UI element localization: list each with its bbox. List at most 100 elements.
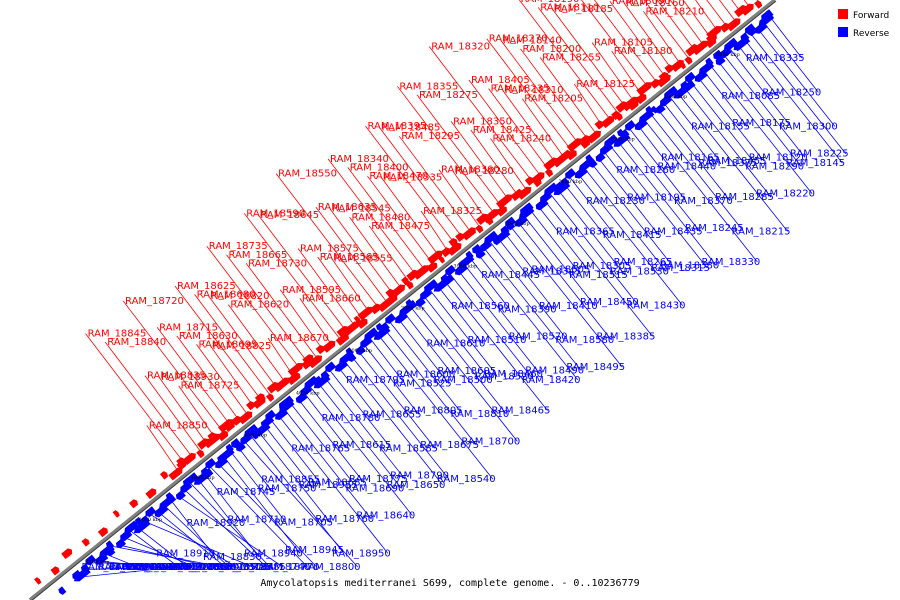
- reverse-connector-line: [678, 93, 788, 232]
- reverse-connector-line: [658, 110, 731, 202]
- legend-forward-label: Forward: [853, 11, 889, 21]
- forward-gene-label: RAM_18140: [503, 35, 562, 46]
- forward-gene-feature: [223, 421, 235, 432]
- reverse-connector-line: [458, 271, 541, 375]
- forward-gene-feature: [664, 64, 674, 74]
- forward-connector-line: [609, 0, 667, 79]
- forward-connector-line: [365, 125, 458, 248]
- forward-connector-line: [416, 94, 505, 210]
- forward-gene-feature: [307, 355, 323, 369]
- reverse-gene-feature: [480, 239, 493, 252]
- forward-connector-line: [226, 254, 309, 364]
- reverse-gene-feature: [613, 132, 631, 147]
- reverse-connector-line: [438, 287, 483, 344]
- reverse-gene-label: RAM_18450: [580, 297, 639, 308]
- reverse-gene-label: RAM_18710: [228, 514, 287, 525]
- reverse-connector-line: [343, 359, 443, 486]
- forward-connector-line: [682, 0, 714, 42]
- reverse-gene-feature: [424, 283, 434, 293]
- reverse-gene-feature: [182, 477, 192, 487]
- forward-gene-label: RAM_18850: [149, 420, 208, 431]
- reverse-gene-label: RAM_18265: [614, 257, 673, 268]
- forward-gene-feature: [650, 78, 660, 89]
- reverse-gene-feature: [251, 431, 259, 440]
- reverse-connector-line: [383, 327, 477, 446]
- forward-gene-label: RAM_18090: [612, 0, 671, 7]
- forward-gene-feature: [244, 411, 253, 420]
- forward-gene-label: RAM_18400: [350, 162, 409, 173]
- forward-gene-label: RAM_18845: [88, 329, 147, 340]
- reverse-connector-line: [263, 424, 315, 489]
- reverse-connector-line: [723, 54, 806, 158]
- forward-connector-line: [275, 173, 379, 308]
- forward-connector-line: [397, 86, 495, 214]
- forward-gene-feature: [61, 548, 73, 560]
- reverse-gene-feature: [458, 260, 467, 269]
- forward-connector-line: [245, 263, 319, 360]
- forward-connector-line: [521, 98, 565, 158]
- forward-gene-feature: [594, 121, 602, 130]
- forward-connector-line: [573, 83, 602, 124]
- reverse-gene-label: RAM_18640: [356, 511, 415, 522]
- reverse-connector-line: [488, 239, 566, 337]
- reverse-connector-line: [747, 30, 847, 154]
- reverse-gene-label: RAM_18995: [169, 562, 228, 573]
- forward-gene-feature: [586, 130, 601, 144]
- scale-tick-label: 3940 kbp: [506, 221, 530, 227]
- reverse-connector-line: [218, 464, 317, 568]
- forward-connector-line: [643, 0, 691, 60]
- forward-gene-label: RAM_18720: [125, 296, 184, 307]
- genome-backbone-edge: [31, 0, 777, 600]
- forward-gene-feature: [112, 510, 120, 518]
- forward-gene-feature: [246, 401, 255, 411]
- forward-gene-label: RAM_18620: [230, 300, 289, 311]
- reverse-gene-label: RAM_18435: [644, 227, 703, 238]
- scale-tick-label: 4100 kbp: [86, 560, 110, 566]
- reverse-gene-label: RAM_18290: [745, 162, 804, 173]
- forward-gene-feature: [417, 266, 428, 276]
- reverse-gene-label: RAM_18765: [291, 444, 350, 455]
- reverse-gene-label: RAM_18385: [596, 331, 655, 342]
- forward-connector-line: [706, 0, 727, 27]
- reverse-connector-line: [603, 150, 643, 202]
- forward-gene-feature: [160, 471, 169, 480]
- reverse-gene-label: RAM_18690: [346, 483, 405, 494]
- forward-connector-line: [122, 300, 226, 435]
- forward-gene-feature: [691, 40, 709, 56]
- reverse-gene-label: RAM_18740: [251, 562, 310, 573]
- forward-gene-feature: [678, 61, 686, 70]
- forward-gene-feature: [455, 232, 465, 242]
- reverse-gene-label: RAM_18875: [132, 562, 191, 573]
- reverse-connector-line: [298, 399, 365, 483]
- reverse-connector-line: [503, 231, 538, 276]
- forward-connector-line: [500, 40, 578, 143]
- reverse-gene-label: RAM_18335: [746, 53, 805, 64]
- forward-gene-feature: [566, 138, 583, 152]
- reverse-connector-line: [238, 448, 273, 493]
- reverse-connector-line: [128, 529, 179, 568]
- forward-connector-line: [178, 385, 216, 439]
- forward-gene-label: RAM_18325: [423, 206, 482, 217]
- reverse-gene-label: RAM_18775: [349, 474, 408, 485]
- reverse-connector-line: [303, 392, 348, 449]
- scale-tick-label: 4000 kbp: [348, 348, 372, 354]
- reverse-connector-line: [163, 504, 230, 568]
- scale-tick-label: 3920 kbp: [558, 179, 582, 185]
- scale-tick-label: 3960 kbp: [453, 263, 477, 269]
- forward-gene-label: RAM_18595: [282, 285, 341, 296]
- forward-gene-feature: [81, 538, 90, 547]
- reverse-gene-feature: [154, 507, 165, 518]
- reverse-gene-label: RAM_18705: [274, 518, 333, 529]
- forward-gene-feature: [517, 186, 532, 200]
- reverse-gene-feature: [395, 313, 406, 324]
- reverse-gene-feature: [327, 362, 336, 370]
- reverse-gene-feature: [665, 89, 675, 99]
- reverse-gene-label: RAM_18510: [468, 335, 527, 346]
- reverse-connector-line: [743, 38, 843, 164]
- forward-connector-line: [104, 341, 193, 457]
- scale-tick-label: 4040 kbp: [243, 433, 267, 439]
- reverse-gene-feature: [472, 244, 483, 254]
- forward-gene-feature: [658, 71, 669, 82]
- forward-gene-feature: [168, 467, 183, 481]
- reverse-gene-feature: [145, 506, 157, 517]
